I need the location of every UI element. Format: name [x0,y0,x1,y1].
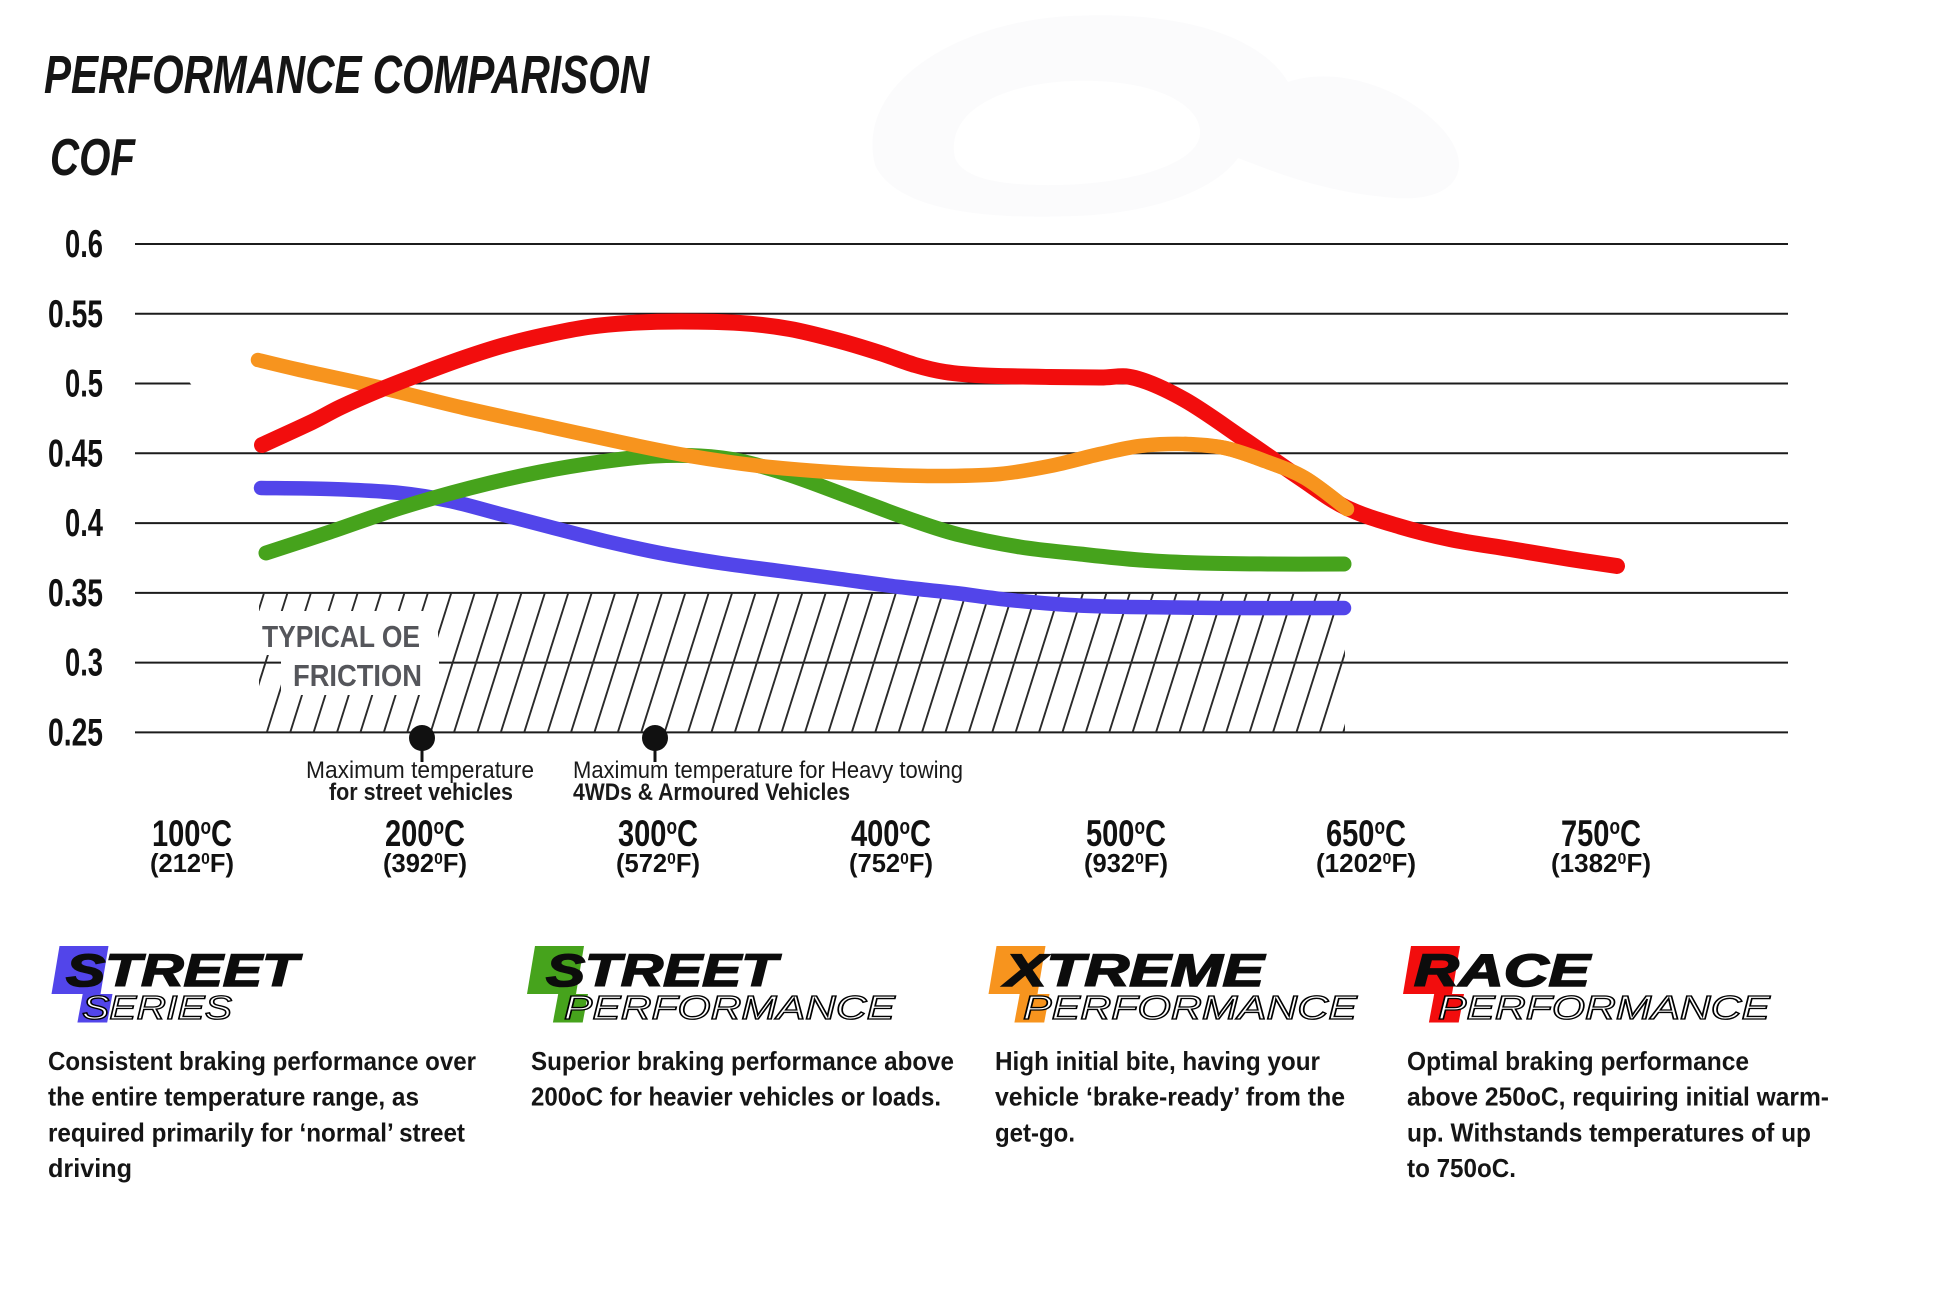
svg-text:100oC: 100oC [152,813,232,854]
svg-text:High initial bite, having your: High initial bite, having your [995,1046,1320,1076]
svg-text:0.45: 0.45 [48,432,103,475]
svg-text:(9320F): (9320F) [1084,848,1168,878]
svg-text:(3920F): (3920F) [383,848,467,878]
svg-text:Maximum temperature: Maximum temperature [306,757,534,784]
svg-text:PERFORMANCE: PERFORMANCE [564,989,896,1026]
svg-text:(12020F): (12020F) [1316,848,1416,878]
svg-text:(7520F): (7520F) [849,848,933,878]
svg-text:TYPICAL OE: TYPICAL OE [262,619,420,654]
svg-text:STREET: STREET [546,945,782,996]
svg-text:COF: COF [50,129,136,187]
svg-text:driving: driving [48,1153,132,1183]
svg-text:vehicle ‘brake-ready’ from the: vehicle ‘brake-ready’ from the [995,1082,1345,1112]
svg-text:300oC: 300oC [618,813,698,854]
svg-text:650oC: 650oC [1326,813,1406,854]
svg-text:400oC: 400oC [851,813,931,854]
svg-text:get-go.: get-go. [995,1117,1075,1147]
svg-text:FRICTION: FRICTION [293,658,422,693]
svg-text:Maximum temperature for Heavy: Maximum temperature for Heavy towing [573,757,963,784]
svg-text:Superior braking performance a: Superior braking performance above [531,1046,954,1076]
svg-text:(5720F): (5720F) [616,848,700,878]
svg-text:200oC for heavier vehicles or: 200oC for heavier vehicles or loads. [531,1082,941,1112]
svg-text:(13820F): (13820F) [1551,848,1651,878]
svg-text:XTREME: XTREME [1001,945,1267,996]
svg-text:the entire temperature range,: the entire temperature range, as [48,1082,419,1112]
svg-text:0.3: 0.3 [65,642,103,685]
svg-text:required primarily for ‘normal: required primarily for ‘normal’ street [48,1117,465,1147]
svg-text:0.25: 0.25 [48,711,103,754]
svg-text:200oC: 200oC [385,813,465,854]
svg-text:above 250oC, requiring initial: above 250oC, requiring initial warm- [1407,1082,1829,1112]
svg-text:RACE: RACE [1414,945,1593,996]
svg-text:Consistent braking performance: Consistent braking performance over [48,1046,476,1076]
svg-text:4WDs & Armoured Vehicles: 4WDs & Armoured Vehicles [573,779,850,806]
svg-text:PERFORMANCE: PERFORMANCE [1438,989,1771,1026]
svg-text:500oC: 500oC [1086,813,1166,854]
svg-text:0.55: 0.55 [48,293,103,336]
svg-text:(2120F): (2120F) [150,848,234,878]
svg-text:750oC: 750oC [1561,813,1641,854]
svg-text:to 750oC.: to 750oC. [1407,1153,1516,1183]
svg-text:SERIES: SERIES [82,989,232,1026]
svg-text:PERFORMANCE COMPARISON: PERFORMANCE COMPARISON [44,45,650,105]
svg-text:Optimal braking performance: Optimal braking performance [1407,1046,1749,1076]
svg-text:0.5: 0.5 [65,363,103,406]
svg-text:0.35: 0.35 [48,572,103,615]
svg-text:for street vehicles: for street vehicles [329,779,513,806]
svg-text:STREET: STREET [66,945,303,996]
svg-text:up. Withstands temperatures of: up. Withstands temperatures of up [1407,1117,1811,1147]
svg-text:0.4: 0.4 [65,502,103,545]
svg-text:PERFORMANCE: PERFORMANCE [1023,989,1358,1026]
svg-text:0.6: 0.6 [65,223,103,266]
